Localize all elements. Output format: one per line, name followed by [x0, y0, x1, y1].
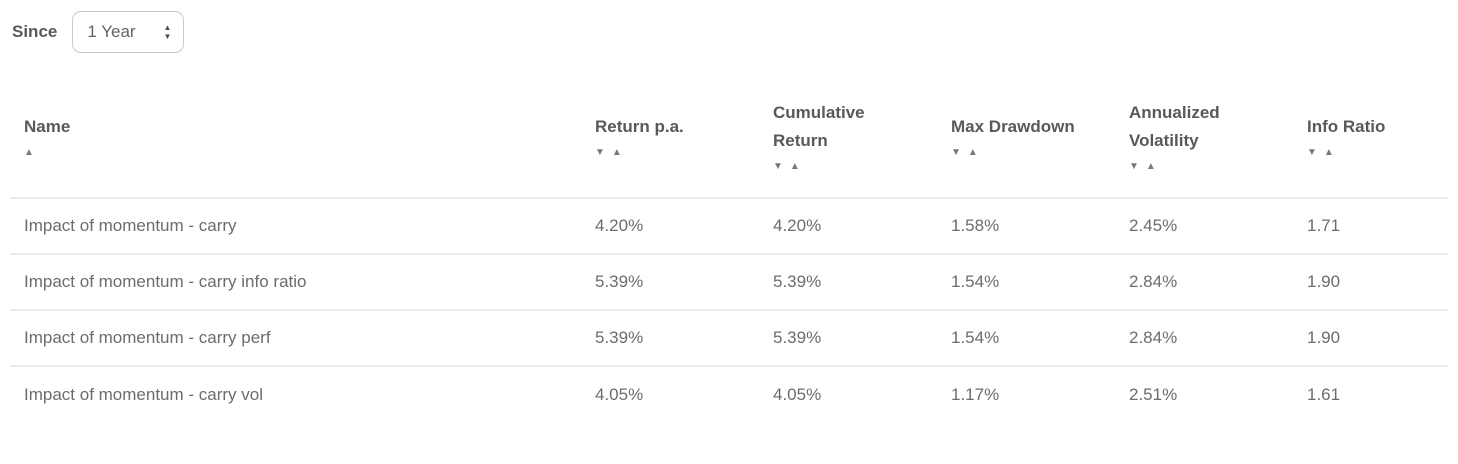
- cell-return-pa: 5.39%: [581, 309, 759, 366]
- column-label: Cumulative Return: [773, 103, 865, 150]
- sort-desc-icon[interactable]: ▼: [773, 161, 783, 172]
- sort-asc-icon[interactable]: ▲: [789, 161, 800, 172]
- sort-controls: ▼ ▲: [951, 148, 1115, 158]
- cell-cumulative-return: 4.05%: [759, 365, 937, 422]
- table-row: Impact of momentum - carry 4.20% 4.20% 1…: [10, 197, 1448, 254]
- select-stepper-icon: ▲ ▼: [163, 22, 172, 41]
- since-select[interactable]: 1 Year ▲ ▼: [72, 11, 185, 53]
- cell-annualized-volatility: 2.84%: [1115, 309, 1293, 366]
- sort-asc-icon[interactable]: ▲: [1145, 161, 1156, 172]
- cell-name: Impact of momentum - carry vol: [10, 365, 581, 422]
- cell-cumulative-return: 4.20%: [759, 197, 937, 254]
- column-label: Return p.a.: [595, 117, 684, 136]
- table-row: Impact of momentum - carry perf 5.39% 5.…: [10, 309, 1448, 366]
- cell-name: Impact of momentum - carry info ratio: [10, 253, 581, 310]
- since-select-value: 1 Year: [87, 22, 136, 41]
- header-row: Name ▲ Return p.a. ▼ ▲ Cumulative Return: [10, 88, 1448, 198]
- sort-desc-icon[interactable]: ▼: [595, 147, 605, 158]
- stepper-down-icon: ▼: [163, 31, 172, 41]
- sort-asc-icon[interactable]: ▲: [967, 147, 978, 158]
- column-label: Info Ratio: [1307, 117, 1386, 136]
- performance-panel: Since 1 Year ▲ ▼ Name ▲: [10, 10, 1448, 422]
- column-header-max-drawdown[interactable]: Max Drawdown ▼ ▲: [937, 88, 1115, 198]
- sort-desc-icon[interactable]: ▼: [951, 147, 961, 158]
- sort-desc-icon[interactable]: ▼: [1129, 161, 1139, 172]
- cell-annualized-volatility: 2.45%: [1115, 197, 1293, 254]
- column-header-name[interactable]: Name ▲: [10, 88, 581, 198]
- stepper-up-icon: ▲: [163, 22, 172, 32]
- cell-max-drawdown: 1.54%: [937, 253, 1115, 310]
- column-header-info-ratio[interactable]: Info Ratio ▼ ▲: [1293, 88, 1448, 198]
- cell-return-pa: 5.39%: [581, 253, 759, 310]
- sort-controls: ▲: [24, 148, 581, 158]
- cell-annualized-volatility: 2.51%: [1115, 365, 1293, 422]
- sort-controls: ▼ ▲: [773, 162, 937, 172]
- cell-info-ratio: 1.90: [1293, 309, 1448, 366]
- performance-table: Name ▲ Return p.a. ▼ ▲ Cumulative Return: [10, 88, 1448, 422]
- column-header-cumulative-return[interactable]: Cumulative Return ▼ ▲: [759, 88, 937, 198]
- sort-asc-icon[interactable]: ▲: [24, 147, 34, 158]
- cell-max-drawdown: 1.58%: [937, 197, 1115, 254]
- cell-info-ratio: 1.90: [1293, 253, 1448, 310]
- cell-info-ratio: 1.61: [1293, 365, 1448, 422]
- sort-controls: ▼ ▲: [595, 148, 759, 158]
- cell-return-pa: 4.05%: [581, 365, 759, 422]
- cell-info-ratio: 1.71: [1293, 197, 1448, 254]
- sort-asc-icon[interactable]: ▲: [1323, 147, 1334, 158]
- cell-return-pa: 4.20%: [581, 197, 759, 254]
- table-row: Impact of momentum - carry info ratio 5.…: [10, 253, 1448, 310]
- sort-asc-icon[interactable]: ▲: [611, 147, 622, 158]
- column-header-return-pa[interactable]: Return p.a. ▼ ▲: [581, 88, 759, 198]
- cell-cumulative-return: 5.39%: [759, 253, 937, 310]
- column-label: Max Drawdown: [951, 117, 1075, 136]
- cell-annualized-volatility: 2.84%: [1115, 253, 1293, 310]
- period-controls: Since 1 Year ▲ ▼: [10, 10, 1448, 54]
- cell-name: Impact of momentum - carry: [10, 197, 581, 254]
- column-label: Annualized Volatility: [1129, 103, 1220, 150]
- sort-controls: ▼ ▲: [1129, 162, 1293, 172]
- column-label: Name: [24, 117, 71, 136]
- sort-controls: ▼ ▲: [1307, 148, 1448, 158]
- table-row: Impact of momentum - carry vol 4.05% 4.0…: [10, 365, 1448, 422]
- cell-max-drawdown: 1.17%: [937, 365, 1115, 422]
- cell-name: Impact of momentum - carry perf: [10, 309, 581, 366]
- column-header-annualized-volatility[interactable]: Annualized Volatility ▼ ▲: [1115, 88, 1293, 198]
- cell-cumulative-return: 5.39%: [759, 309, 937, 366]
- cell-max-drawdown: 1.54%: [937, 309, 1115, 366]
- sort-desc-icon[interactable]: ▼: [1307, 147, 1317, 158]
- since-label: Since: [12, 22, 58, 41]
